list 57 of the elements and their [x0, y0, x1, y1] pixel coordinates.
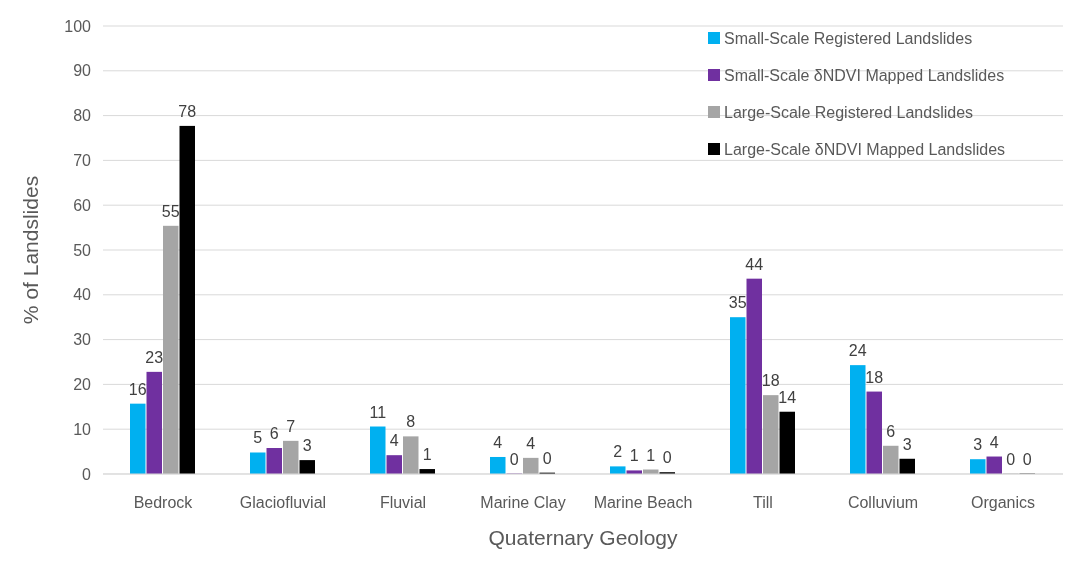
- data-label: 14: [778, 388, 797, 406]
- data-label: 6: [269, 425, 279, 443]
- y-axis-title: % of Landslides: [19, 175, 42, 325]
- data-label: 5: [253, 429, 263, 447]
- data-label: 3: [973, 436, 983, 454]
- data-label: 4: [493, 433, 503, 451]
- x-tick-label: Glaciofluvial: [239, 494, 327, 511]
- data-label: 3: [302, 437, 312, 455]
- data-label: 8: [406, 413, 416, 431]
- data-label: 78: [178, 102, 197, 120]
- y-tick-label: 90: [73, 62, 92, 80]
- data-label: 2: [613, 443, 623, 461]
- legend-label: Small-Scale δNDVI Mapped Landslides: [724, 66, 1005, 84]
- data-label: 4: [389, 432, 399, 450]
- y-tick-label: 80: [73, 107, 92, 125]
- data-label: 18: [865, 368, 884, 386]
- y-tick-label: 30: [73, 331, 92, 349]
- data-label: 6: [886, 422, 896, 440]
- data-label: 24: [848, 342, 867, 360]
- x-axis-title: Quaternary Geology: [488, 526, 679, 549]
- legend-label: Large-Scale δNDVI Mapped Landslides: [724, 140, 1006, 158]
- y-tick-label: 20: [73, 376, 92, 393]
- data-label: 18: [761, 372, 780, 390]
- x-tick-label: Till: [753, 494, 773, 511]
- data-label: 1: [629, 447, 639, 465]
- y-tick-label: 100: [64, 17, 92, 35]
- y-tick-label: 70: [73, 152, 92, 169]
- data-label: 0: [1022, 450, 1032, 468]
- data-label: 44: [745, 255, 764, 273]
- x-tick-label: Colluvium: [847, 494, 919, 511]
- data-label: 55: [161, 202, 180, 220]
- y-tick-label: 10: [73, 420, 92, 438]
- legend-label: Large-Scale Registered Landslides: [724, 103, 974, 121]
- data-label: 0: [542, 449, 552, 467]
- data-label: 0: [662, 449, 672, 467]
- data-label: 16: [128, 380, 147, 398]
- data-label: 7: [286, 417, 296, 435]
- data-label: 23: [145, 348, 164, 366]
- x-tick-label: Marine Clay: [480, 494, 566, 511]
- data-label: 1: [646, 446, 656, 464]
- x-tick-label: Marine Beach: [593, 494, 693, 511]
- data-label: 35: [728, 294, 747, 312]
- y-tick-label: 40: [73, 286, 92, 304]
- x-tick-label: Fluvial: [379, 494, 427, 511]
- y-tick-label: 0: [82, 465, 92, 483]
- y-tick-label: 60: [73, 196, 92, 214]
- legend-label: Small-Scale Registered Landslides: [724, 29, 973, 47]
- x-tick-label: Bedrock: [133, 494, 194, 511]
- data-label: 3: [902, 435, 912, 453]
- data-label: 0: [1006, 450, 1016, 468]
- x-tick-label: Organics: [970, 494, 1036, 511]
- data-label: 0: [509, 450, 519, 468]
- data-label: 4: [989, 433, 999, 451]
- y-tick-label: 50: [73, 241, 92, 259]
- data-label: 11: [369, 403, 387, 421]
- data-label: 4: [526, 434, 536, 452]
- data-label: 1: [422, 446, 432, 464]
